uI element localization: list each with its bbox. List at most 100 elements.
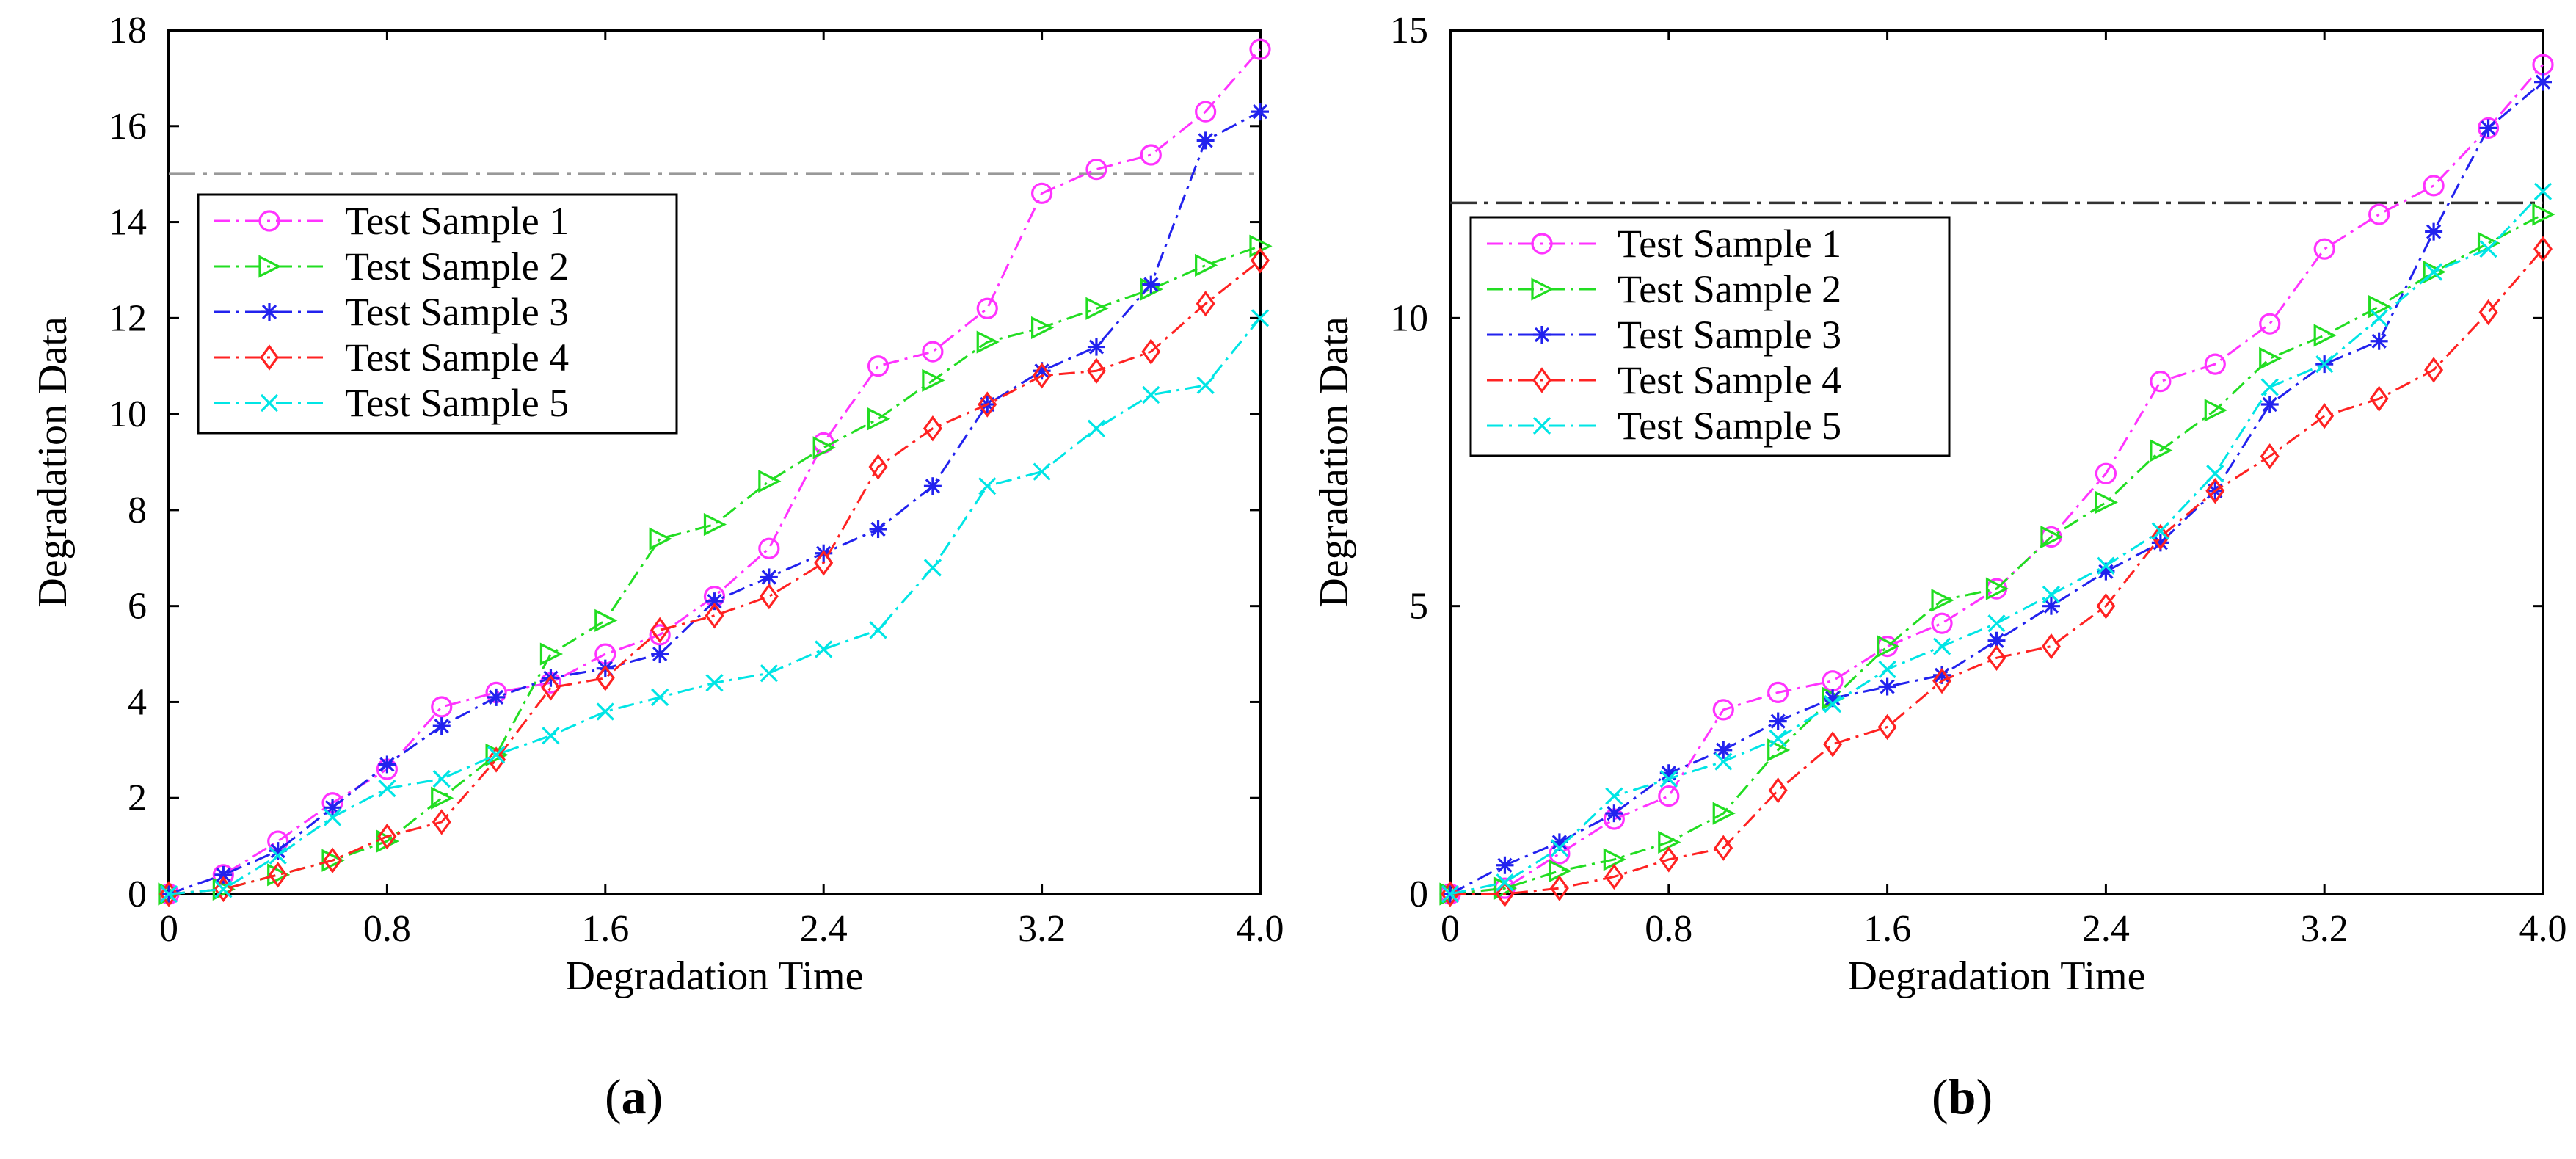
- series-2: [158, 234, 1273, 906]
- data-point: [651, 645, 669, 664]
- data-point: [650, 617, 670, 644]
- data-point: [1441, 884, 1460, 904]
- panel-b-caption-letter: b: [1948, 1069, 1976, 1125]
- series-5: [159, 309, 1270, 904]
- data-point: [1030, 182, 1053, 204]
- data-point: [2097, 556, 2115, 575]
- data-point: [2477, 117, 2500, 139]
- data-point: [976, 297, 998, 319]
- series-line: [1450, 248, 2544, 895]
- data-point: [1878, 677, 1896, 696]
- y-tick-label: 8: [128, 490, 147, 531]
- data-point: [1087, 419, 1106, 437]
- data-point: [1767, 681, 1789, 703]
- legend-label: Test Sample 2: [1618, 267, 1841, 311]
- data-point-stroke: [2533, 182, 2553, 200]
- data-point: [1714, 741, 1733, 759]
- data-point: [976, 330, 1000, 354]
- data-point-stroke: [1034, 363, 1049, 379]
- series-line: [168, 48, 1262, 895]
- data-point: [323, 808, 342, 826]
- data-point: [1714, 752, 1733, 771]
- data-point-stroke: [925, 479, 941, 494]
- data-point: [1769, 730, 1787, 748]
- data-point: [1032, 363, 1052, 389]
- data-point: [1033, 462, 1051, 481]
- data-point: [705, 674, 724, 692]
- data-point: [269, 846, 287, 865]
- data-point-stroke: [1880, 679, 1895, 694]
- legend-entry: Test Sample 3: [1487, 313, 1841, 357]
- legend-marker: [1531, 233, 1553, 255]
- data-point-stroke: [379, 757, 395, 772]
- data-point: [1251, 103, 1269, 121]
- legend-label: Test Sample 5: [345, 381, 569, 425]
- data-point: [1195, 101, 1217, 123]
- data-point: [2151, 522, 2169, 540]
- data-point: [214, 876, 233, 903]
- data-point: [922, 341, 944, 363]
- data-point: [2096, 592, 2116, 620]
- data-point: [432, 809, 451, 835]
- data-point: [2204, 353, 2226, 375]
- y-tick-label: 16: [109, 106, 147, 148]
- data-point-stroke: [596, 702, 614, 721]
- data-point-stroke: [978, 477, 997, 495]
- data-point: [2260, 396, 2279, 414]
- data-point-stroke: [2370, 309, 2388, 327]
- data-point: [2150, 371, 2172, 393]
- data-point-stroke: [705, 674, 724, 692]
- y-tick-label: 18: [109, 10, 147, 51]
- data-point-stroke: [869, 621, 887, 639]
- data-point-stroke: [1825, 691, 1841, 706]
- data-point: [2095, 490, 2118, 515]
- data-point: [2313, 238, 2335, 260]
- legend-box: [197, 193, 678, 435]
- legend-marker-stroke: [261, 304, 277, 320]
- data-point: [1878, 660, 1896, 679]
- data-point: [431, 696, 453, 718]
- data-point-stroke: [1252, 104, 1268, 120]
- data-point-stroke: [1769, 730, 1787, 748]
- data-point-stroke: [761, 570, 776, 585]
- data-point: [1087, 338, 1105, 356]
- data-point-stroke: [2260, 378, 2279, 396]
- data-point: [1712, 699, 1734, 721]
- data-point: [759, 583, 779, 610]
- legend-entry: Test Sample 2: [214, 244, 569, 288]
- data-point-stroke: [1934, 667, 1950, 683]
- data-point: [2042, 597, 2060, 615]
- data-point: [1605, 787, 1623, 805]
- data-point: [542, 727, 560, 745]
- data-point: [2423, 175, 2445, 197]
- data-point-stroke: [488, 689, 504, 705]
- data-point: [923, 477, 942, 495]
- data-point: [2260, 378, 2279, 396]
- data-point: [2095, 462, 2117, 484]
- data-point-stroke: [2535, 74, 2551, 90]
- data-point: [1550, 839, 1569, 857]
- data-point: [1085, 159, 1107, 181]
- data-point: [2370, 309, 2388, 327]
- x-tick-label: 4.0: [1237, 908, 1284, 950]
- data-point-stroke: [2097, 556, 2115, 575]
- data-point-stroke: [1878, 660, 1896, 679]
- data-point: [1251, 247, 1270, 274]
- x-tick-label: 2.4: [800, 908, 848, 950]
- data-point: [2479, 240, 2497, 258]
- data-point: [2368, 203, 2390, 225]
- data-point: [2424, 263, 2443, 281]
- x-tick-label: 0.8: [363, 908, 411, 950]
- data-point: [594, 608, 618, 632]
- data-point: [1441, 881, 1460, 907]
- data-point: [2205, 478, 2225, 504]
- data-point-stroke: [2151, 522, 2169, 540]
- data-point-stroke: [651, 688, 669, 707]
- data-point-stroke: [2426, 224, 2442, 239]
- legend-label: Test Sample 2: [345, 244, 569, 288]
- data-point: [923, 559, 942, 577]
- legend-entry: Test Sample 4: [1487, 358, 1841, 402]
- legend-marker: [258, 255, 282, 278]
- series-line: [168, 244, 1261, 895]
